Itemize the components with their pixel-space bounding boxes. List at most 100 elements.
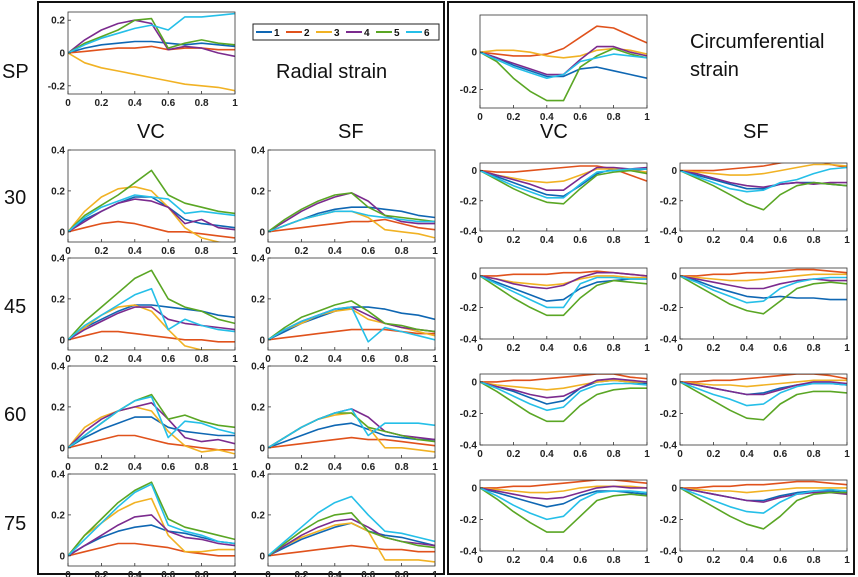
circ-sp: 0 0.2 0.4 0.6 0.8 1 0 -0.2 <box>460 14 650 123</box>
radial-sf-60-xtick-0: 0 <box>265 462 271 473</box>
radial-vc-75-series-6 <box>68 483 235 557</box>
radial-sf-30-ytick-2: 0 <box>259 227 265 238</box>
radial-sf-75-series-3 <box>268 522 435 563</box>
radial-vc-75-series-2 <box>68 542 235 557</box>
circ-sp-xtick-3: 0.6 <box>573 112 587 123</box>
radial-sf-45-series-2 <box>268 328 435 341</box>
radial-vc-75-series-4 <box>68 514 235 557</box>
circ-sp-xtick-0: 0 <box>477 112 483 123</box>
radial-sf-60-series-1 <box>268 422 435 449</box>
radial-vc-75-series-1 <box>68 524 235 557</box>
circ-sp-series-6 <box>480 51 647 79</box>
radial-vc-75: 0 0.2 0.4 0.6 0.8 1 0.4 0.2 0 <box>51 470 238 577</box>
circ-sf-60-series-6 <box>680 381 847 407</box>
circ-sf-30-ytick-1: -0.2 <box>660 196 678 207</box>
circ-sf-30-ytick-2: -0.4 <box>660 227 678 238</box>
radial-sf-45-xtick-5: 1 <box>432 354 438 365</box>
circ-sf-30-series-6 <box>680 166 847 193</box>
circ-vc-60-xtick-2: 0.4 <box>540 449 554 460</box>
radial-vc-75-ytick-2: 0 <box>59 551 65 562</box>
circ-sp-series-5 <box>480 47 647 102</box>
circ-sf-30-xtick-0: 0 <box>677 235 683 246</box>
circ-sp-xtick-1: 0.2 <box>506 112 520 123</box>
radial-vc-60-ytick-2: 0 <box>59 443 65 454</box>
radial-vc-45-series-5 <box>68 269 235 341</box>
radial-vc-30-series-6 <box>68 194 235 233</box>
circ-sf-60-ytick-0: 0 <box>671 377 677 388</box>
circ-vc-60-series-4 <box>480 377 647 399</box>
radial-vc-30-series-3 <box>68 186 222 242</box>
radial-sf-30-xtick-1: 0.2 <box>294 246 308 257</box>
circ-vc-30-series-5 <box>480 169 647 205</box>
circ-vc-45-ytick-0: 0 <box>471 271 477 282</box>
radial-sp-ytick-2: -0.2 <box>48 81 66 92</box>
circ-vc-45-xtick-4: 0.8 <box>607 343 621 354</box>
circ-sf-45-series-4 <box>680 275 847 290</box>
col-label-radial-vc: VC <box>137 121 165 143</box>
circ-vc-75-series-2 <box>480 480 647 489</box>
circ-sf-30-xtick-5: 1 <box>844 235 850 246</box>
circ-vc-75-ytick-2: -0.4 <box>460 547 478 558</box>
radial-sp-series-1 <box>68 40 235 54</box>
radial-vc-45-xtick-4: 0.8 <box>195 354 209 365</box>
circ-vc-45-ytick-1: -0.2 <box>460 303 478 314</box>
circ-sf-75-ytick-0: 0 <box>671 483 677 494</box>
circ-sf-75-series-2 <box>680 480 847 489</box>
circ-sf-75-ytick-1: -0.2 <box>660 515 678 526</box>
circ-sf-30-series-3 <box>680 163 847 176</box>
radial-vc-30-series-4 <box>68 198 235 233</box>
row-label-45: 45 <box>4 296 26 318</box>
radial-sf-75-xtick-3: 0.6 <box>361 570 375 577</box>
circ-vc-30-xtick-3: 0.6 <box>573 235 587 246</box>
circ-sf-75-xtick-5: 1 <box>844 555 850 566</box>
radial-vc-60-series-1 <box>68 416 235 449</box>
radial-vc-60-ytick-1: 0.2 <box>51 402 65 413</box>
radial-sf-30-xtick-2: 0.4 <box>328 246 342 257</box>
circ-sf-30-ytick-0: 0 <box>671 166 677 177</box>
radial-vc-75-series-5 <box>68 481 235 557</box>
radial-sf-75: 0 0.2 0.4 0.6 0.8 1 0.4 0.2 0 <box>251 470 438 577</box>
radial-vc-75-series-3 <box>68 497 235 557</box>
radial-sf-30-axes-box <box>267 149 436 243</box>
circ-sf-75-axes-box <box>679 479 848 552</box>
circ-sf-45-xtick-0: 0 <box>677 343 683 354</box>
circ-sf-30: 0 0.2 0.4 0.6 0.8 1 0 -0.2 -0.4 <box>660 162 850 246</box>
radial-vc-30-xtick-2: 0.4 <box>128 246 142 257</box>
circ-sf-75-series-6 <box>680 487 847 514</box>
radial-vc-45-xtick-3: 0.6 <box>161 354 175 365</box>
radial-sf-45-xtick-1: 0.2 <box>294 354 308 365</box>
radial-vc-45-xtick-1: 0.2 <box>94 354 108 365</box>
circ-vc-45-series-4 <box>480 271 647 290</box>
circ-sf-60-series-4 <box>680 381 847 396</box>
circ-sf-60-series-2 <box>680 374 847 383</box>
radial-sp-xtick-1: 0.2 <box>94 98 108 109</box>
circ-vc-45-series-6 <box>480 275 647 309</box>
circ-sf-75-xtick-0: 0 <box>677 555 683 566</box>
circ-sf-75-xtick-2: 0.4 <box>740 555 754 566</box>
circ-sp-xtick-4: 0.8 <box>607 112 621 123</box>
circ-sp-axes-box <box>479 14 648 109</box>
radial-vc-75-ytick-1: 0.2 <box>51 510 65 521</box>
circ-sf-60-series-3 <box>680 379 847 388</box>
circ-sf-60-series-5 <box>680 381 847 421</box>
legend-label-3: 3 <box>334 28 340 39</box>
radial-vc-60-xtick-0: 0 <box>65 462 71 473</box>
radial-sf-45-xtick-2: 0.4 <box>328 354 342 365</box>
circ-vc-60-ytick-1: -0.2 <box>460 409 478 420</box>
circ-vc-30-xtick-2: 0.4 <box>540 235 554 246</box>
row-label-30: 30 <box>4 187 26 209</box>
radial-sf-45-series-4 <box>268 306 435 341</box>
circ-vc-75-axes-box <box>479 479 648 552</box>
row-label-sp: SP <box>2 61 29 83</box>
radial-sp-xtick-0: 0 <box>65 98 71 109</box>
radial-sf-45-xtick-3: 0.6 <box>361 354 375 365</box>
circ-vc-75-series-6 <box>480 487 647 521</box>
circ-sf-45-ytick-2: -0.4 <box>660 335 678 346</box>
circ-vc-60-series-6 <box>480 381 647 412</box>
col-label-radial-sf: SF <box>338 121 364 143</box>
radial-sf-75-series-5 <box>268 511 435 557</box>
circ-vc-75-ytick-1: -0.2 <box>460 515 478 526</box>
radial-vc-60-series-2 <box>68 434 235 451</box>
circ-sf-60-xtick-3: 0.6 <box>773 449 787 460</box>
circ-sf-75-series-5 <box>680 487 847 530</box>
